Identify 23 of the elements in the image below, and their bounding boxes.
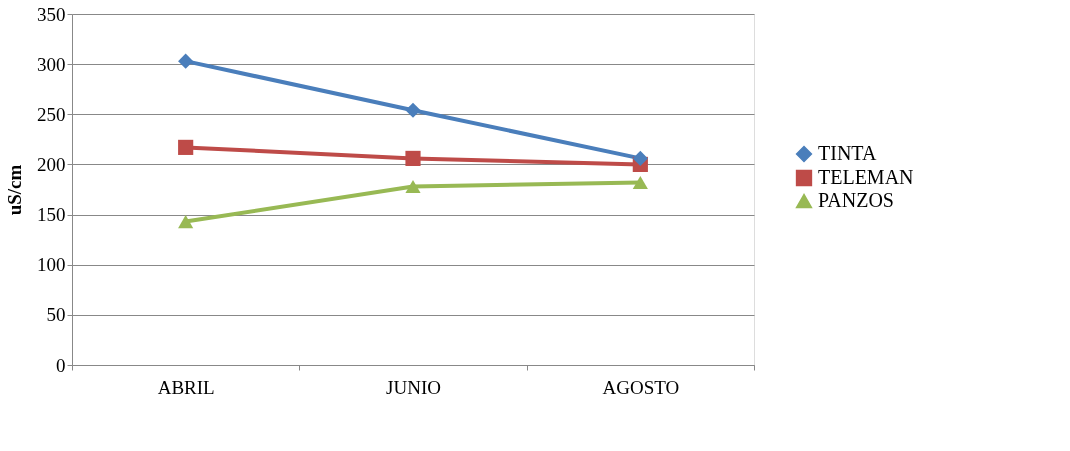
point — [178, 53, 194, 69]
point — [632, 150, 648, 166]
point — [178, 215, 194, 229]
legend-label: PANZOS — [818, 189, 894, 211]
y-axis-title: uS/cm — [4, 164, 25, 216]
point — [632, 175, 648, 190]
y-tick-label: 50 — [46, 304, 66, 326]
y-tick-label: 0 — [56, 354, 66, 376]
x-tick-label: ABRIL — [157, 376, 215, 398]
y-tick-label: 150 — [37, 204, 66, 226]
legend-label: TELEMAN — [818, 166, 914, 188]
point — [178, 139, 194, 155]
point — [405, 179, 421, 194]
y-tick-label: 350 — [37, 3, 66, 25]
x-tick-label: JUNIO — [386, 376, 441, 398]
y-tick-label: 200 — [37, 153, 66, 175]
x-tick-label: AGOSTO — [602, 376, 680, 398]
point — [405, 150, 421, 166]
y-tick-label: 300 — [37, 53, 66, 75]
y-tick-label: 100 — [37, 254, 66, 276]
legend-label: TINTA — [818, 142, 877, 164]
y-tick-label: 250 — [37, 103, 66, 125]
point — [405, 102, 421, 118]
